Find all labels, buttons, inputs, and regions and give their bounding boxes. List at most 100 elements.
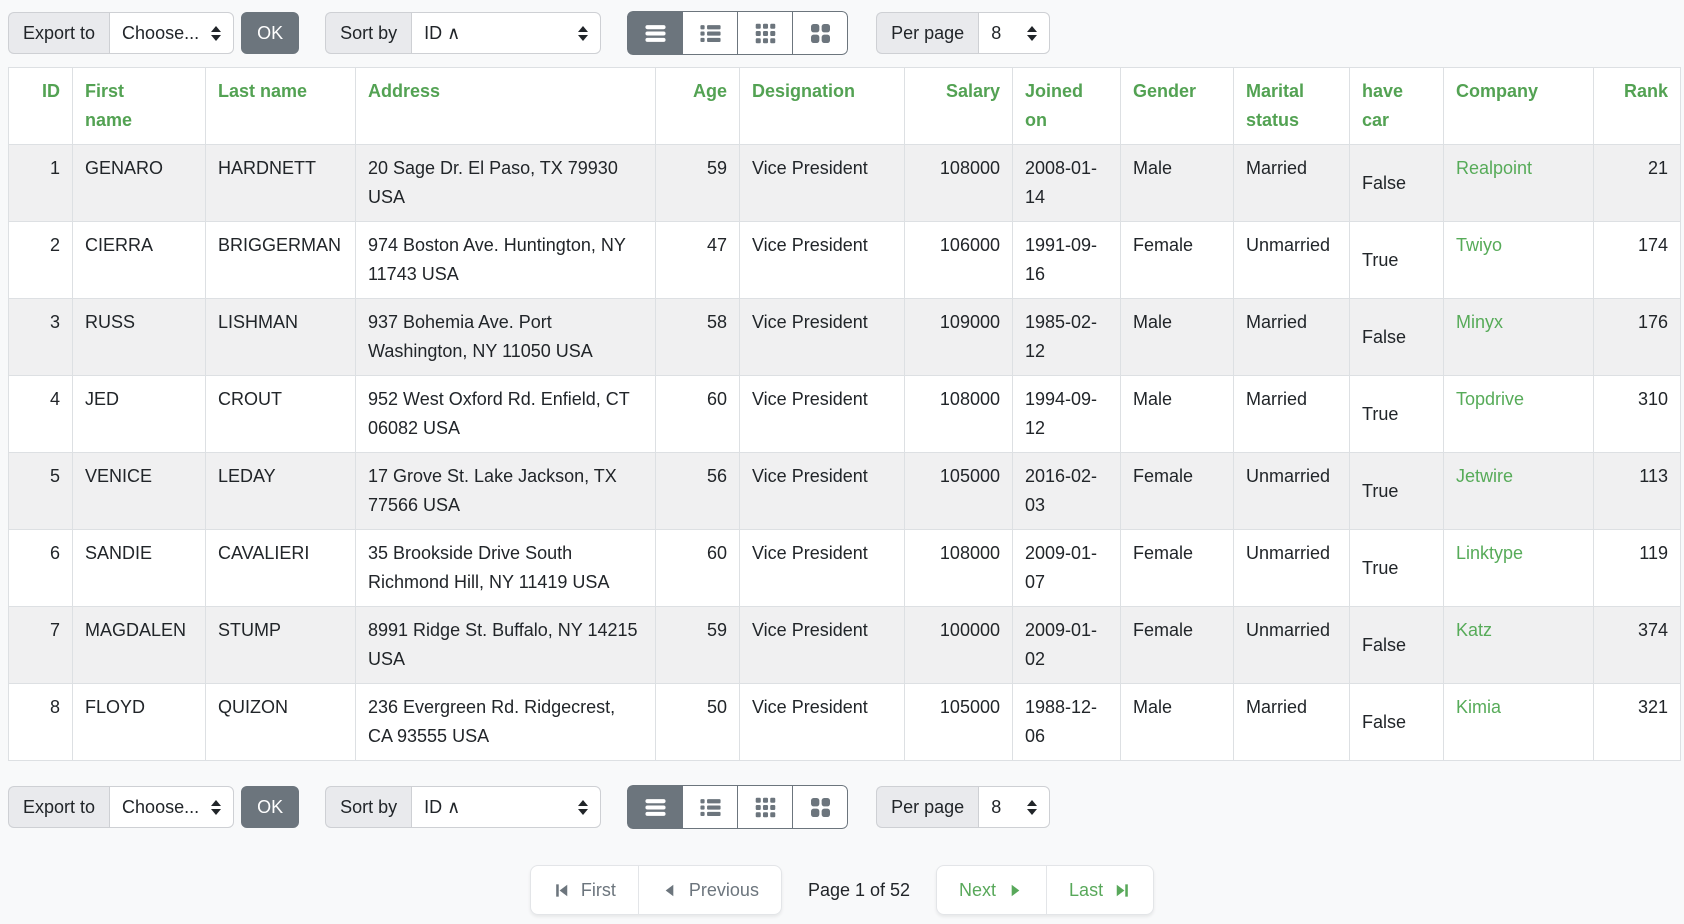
export-format-select[interactable]: Choose...: [109, 12, 235, 54]
column-header-have_car[interactable]: have car: [1349, 67, 1444, 145]
cell-address: 974 Boston Ave. Huntington, NY 11743 USA: [355, 221, 656, 299]
cell-rank: 113: [1593, 452, 1681, 530]
cell-age: 50: [655, 683, 740, 761]
table-view-button[interactable]: [627, 785, 684, 829]
cell-id: 5: [8, 452, 73, 530]
grid-large-view-button[interactable]: [792, 11, 849, 55]
list-view-button[interactable]: [682, 785, 739, 829]
sort-select[interactable]: ID ∧: [411, 12, 602, 54]
cell-designation: Vice President: [739, 683, 905, 761]
company-link[interactable]: Realpoint: [1456, 158, 1533, 178]
last-page-button[interactable]: Last: [1046, 865, 1155, 915]
cell-joined_on: 1985-02-12: [1012, 298, 1121, 376]
column-header-joined_on[interactable]: Joined on: [1012, 67, 1121, 145]
table-row: 1 GENARO HARDNETT 20 Sage Dr. El Paso, TX 7…: [8, 144, 1681, 222]
cell-rank: 21: [1593, 144, 1681, 222]
column-header-first_name[interactable]: First name: [72, 67, 206, 145]
up-down-arrows-icon: [211, 799, 222, 815]
export-label: Export to: [8, 786, 110, 828]
sort-group: Sort by ID ∧: [325, 12, 602, 54]
table-row: 5 VENICE LEDAY 17 Grove St. Lake Jackson, T…: [8, 452, 1681, 530]
cell-company: Topdrive: [1443, 375, 1594, 453]
sort-select[interactable]: ID ∧: [411, 786, 602, 828]
first-page-button[interactable]: First: [529, 865, 639, 915]
table-row: 6 SANDIE CAVALIERI 35 Brookside Drive South…: [8, 529, 1681, 607]
cell-gender: Male: [1120, 375, 1234, 453]
sort-label: Sort by: [325, 12, 412, 54]
cell-marital_status: Married: [1233, 144, 1350, 222]
column-header-address[interactable]: Address: [355, 67, 656, 145]
previous-page-button[interactable]: Previous: [637, 865, 782, 915]
column-header-gender[interactable]: Gender: [1120, 67, 1234, 145]
sort-group: Sort by ID ∧: [325, 786, 602, 828]
table-row: 2 CIERRA BRIGGERMAN 974 Boston Ave. Hunting…: [8, 221, 1681, 299]
grid-2x2-icon: [810, 797, 830, 817]
cell-first_name: VENICE: [72, 452, 206, 530]
cell-gender: Female: [1120, 606, 1234, 684]
company-link[interactable]: Katz: [1456, 620, 1493, 640]
cell-company: Minyx: [1443, 298, 1594, 376]
export-format-select[interactable]: Choose...: [109, 786, 235, 828]
company-link[interactable]: Topdrive: [1456, 389, 1525, 409]
company-link[interactable]: Minyx: [1456, 312, 1504, 332]
cell-have_car: False: [1349, 298, 1444, 376]
cell-joined_on: 2009-01-07: [1012, 529, 1121, 607]
column-header-salary[interactable]: Salary: [904, 67, 1013, 145]
per-page-select[interactable]: 8: [978, 12, 1051, 54]
cell-last_name: QUIZON: [205, 683, 356, 761]
cell-joined_on: 1991-09-16: [1012, 221, 1121, 299]
previous-page-label: Previous: [688, 879, 759, 900]
per-page-select[interactable]: 8: [978, 786, 1051, 828]
export-ok-button[interactable]: OK: [241, 786, 300, 828]
cell-salary: 108000: [904, 529, 1013, 607]
cell-salary: 105000: [904, 683, 1013, 761]
cell-gender: Female: [1120, 221, 1234, 299]
up-down-arrows-icon: [1027, 25, 1038, 41]
export-ok-button[interactable]: OK: [241, 12, 300, 54]
company-link[interactable]: Linktype: [1456, 543, 1524, 563]
per-page-select-value: 8: [991, 22, 1002, 43]
list-view-button[interactable]: [682, 11, 739, 55]
page-status: Page 1 of 52: [807, 879, 911, 900]
grid-small-view-button[interactable]: [737, 11, 794, 55]
cell-rank: 176: [1593, 298, 1681, 376]
column-header-label: Gender: [1133, 81, 1197, 101]
cell-marital_status: Unmarried: [1233, 529, 1350, 607]
cell-have_car: True: [1349, 375, 1444, 453]
column-header-id[interactable]: ID: [8, 67, 73, 145]
grid-2x2-icon: [810, 23, 830, 43]
cell-id: 6: [8, 529, 73, 607]
table-view-button[interactable]: [627, 11, 684, 55]
column-header-marital_status[interactable]: Marital status: [1233, 67, 1350, 145]
export-select-value: Choose...: [122, 796, 200, 817]
first-page-label: First: [580, 879, 616, 900]
cell-last_name: CAVALIERI: [205, 529, 356, 607]
column-header-age[interactable]: Age: [655, 67, 740, 145]
cell-company: Linktype: [1443, 529, 1594, 607]
cell-address: 937 Bohemia Ave. Port Washington, NY 110…: [355, 298, 656, 376]
header-row: ID First name Last name Address Age Designati…: [8, 67, 1681, 145]
sort-select-value: ID ∧: [424, 22, 461, 43]
export-group: Export to Choose...: [8, 12, 235, 54]
cell-company: Realpoint: [1443, 144, 1594, 222]
previous-icon: [665, 884, 674, 896]
column-header-designation[interactable]: Designation: [739, 67, 905, 145]
column-header-last_name[interactable]: Last name: [205, 67, 356, 145]
company-link[interactable]: Kimia: [1456, 697, 1502, 717]
column-header-company[interactable]: Company: [1443, 67, 1594, 145]
grid-small-view-button[interactable]: [737, 785, 794, 829]
cell-joined_on: 2016-02-03: [1012, 452, 1121, 530]
toolbar-bottom: Export to Choose... OK Sort by ID ∧: [8, 785, 1676, 829]
cell-joined_on: 1988-12-06: [1012, 683, 1121, 761]
next-page-button[interactable]: Next: [936, 865, 1048, 915]
company-link[interactable]: Twiyo: [1456, 235, 1503, 255]
cell-have_car: False: [1349, 144, 1444, 222]
grid-large-view-button[interactable]: [792, 785, 849, 829]
pagination: First Previous Page 1 of 52 Next Last: [8, 865, 1676, 915]
cell-last_name: STUMP: [205, 606, 356, 684]
cell-designation: Vice President: [739, 298, 905, 376]
cell-first_name: JED: [72, 375, 206, 453]
cell-rank: 174: [1593, 221, 1681, 299]
company-link[interactable]: Jetwire: [1456, 466, 1514, 486]
column-header-rank[interactable]: Rank: [1593, 67, 1681, 145]
